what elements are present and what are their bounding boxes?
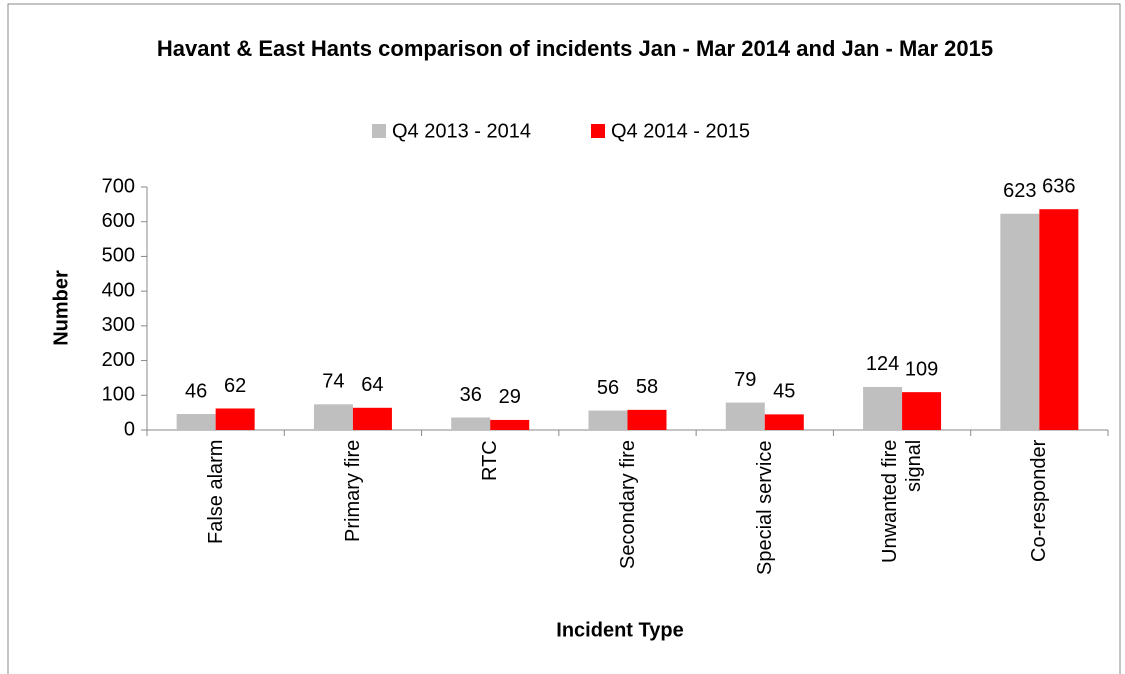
value-label: 109 xyxy=(905,358,938,380)
legend-swatch xyxy=(591,124,605,138)
value-label: 56 xyxy=(597,377,619,399)
x-tick-label: Primary fire xyxy=(341,440,364,543)
chart-title: Havant & East Hants comparison of incide… xyxy=(156,36,994,61)
x-tick-label: Special service xyxy=(753,440,776,575)
value-label: 74 xyxy=(322,371,344,393)
value-label: 636 xyxy=(1042,175,1075,197)
bar xyxy=(490,419,530,430)
y-tick-label: 200 xyxy=(102,349,135,371)
value-label: 58 xyxy=(636,376,658,398)
x-tick-label: Secondary fire xyxy=(616,440,639,569)
bar xyxy=(1039,209,1079,430)
bar xyxy=(215,408,255,430)
y-tick-label: 700 xyxy=(102,175,135,197)
x-tick-label: Unwanted fire signal xyxy=(879,440,926,564)
value-label: 124 xyxy=(866,353,899,375)
legend-label: Q4 2014 - 2015 xyxy=(611,120,750,142)
value-label: 36 xyxy=(460,384,482,406)
x-tick-label: False alarm xyxy=(204,440,227,545)
y-tick-label: 400 xyxy=(102,279,135,301)
bar xyxy=(352,407,392,430)
x-tick-label: RTC xyxy=(479,440,502,481)
y-tick-label: 500 xyxy=(102,245,135,267)
x-tick-label: Co-responder xyxy=(1028,440,1051,563)
value-label: 64 xyxy=(361,374,383,396)
bar xyxy=(725,402,765,430)
bar xyxy=(451,417,491,430)
value-label: 45 xyxy=(773,381,795,403)
value-label: 62 xyxy=(224,375,246,397)
bar xyxy=(588,410,628,430)
value-label: 79 xyxy=(734,369,756,391)
y-tick-label: 0 xyxy=(124,418,135,440)
legend-swatch xyxy=(372,124,386,138)
value-label: 623 xyxy=(1003,180,1036,202)
bar xyxy=(764,414,804,430)
bar xyxy=(863,386,903,430)
y-tick-label: 600 xyxy=(102,210,135,232)
y-axis-title: Number xyxy=(50,270,72,346)
bar xyxy=(176,414,216,430)
y-tick-label: 300 xyxy=(102,314,135,336)
legend-label: Q4 2013 - 2014 xyxy=(392,120,531,142)
bar xyxy=(1000,213,1040,430)
x-axis-title: Incident Type xyxy=(556,619,683,641)
bar xyxy=(627,409,667,430)
value-label: 29 xyxy=(499,386,521,408)
bar xyxy=(902,392,942,430)
chart-border xyxy=(7,3,1121,674)
y-tick-label: 100 xyxy=(102,384,135,406)
bar xyxy=(313,404,353,430)
value-label: 46 xyxy=(185,380,207,402)
